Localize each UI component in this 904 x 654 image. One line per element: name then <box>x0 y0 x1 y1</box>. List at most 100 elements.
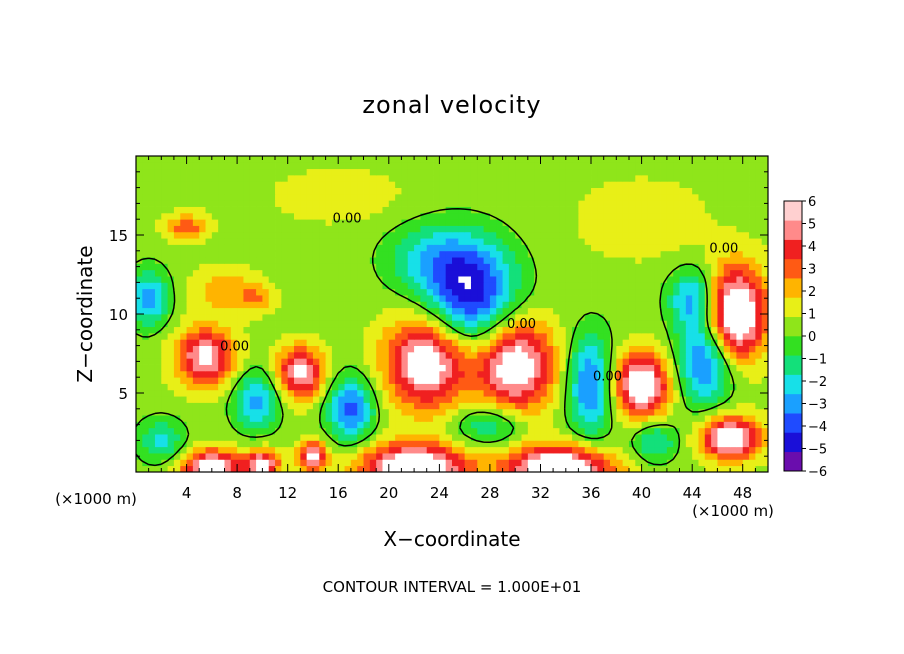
heatmap-cell <box>363 212 371 220</box>
heatmap-cell <box>433 263 440 271</box>
heatmap-cell <box>243 295 251 302</box>
heatmap-cell <box>344 314 352 321</box>
heatmap-cell <box>350 453 358 460</box>
heatmap-cell <box>395 459 402 467</box>
heatmap-cell <box>508 231 516 239</box>
heatmap-cell <box>388 370 396 378</box>
heatmap-cell <box>704 421 712 429</box>
heatmap-cell <box>610 187 617 195</box>
heatmap-cell <box>660 370 668 378</box>
heatmap-cell <box>300 364 308 372</box>
heatmap-cell <box>363 168 371 176</box>
heatmap-cell <box>730 295 737 302</box>
heatmap-cell <box>502 231 510 239</box>
heatmap-cell <box>458 326 466 334</box>
heatmap-cell <box>483 351 491 359</box>
heatmap-cell <box>319 219 326 226</box>
heatmap-cell <box>540 383 548 391</box>
heatmap-cell <box>483 320 491 328</box>
heatmap-cell <box>483 288 491 296</box>
heatmap-cell <box>180 238 187 245</box>
heatmap-cell <box>306 351 314 359</box>
heatmap-cell <box>388 364 396 372</box>
heatmap-cell <box>635 421 642 429</box>
heatmap-cell <box>439 307 447 315</box>
heatmap-cell <box>243 250 251 258</box>
heatmap-cell <box>736 181 744 188</box>
heatmap-cell <box>534 187 541 195</box>
heatmap-cell <box>331 288 339 296</box>
heatmap-cell <box>515 440 522 448</box>
heatmap-cell <box>401 396 409 403</box>
heatmap-cell <box>704 162 712 170</box>
heatmap-cell <box>268 263 276 271</box>
heatmap-cell <box>350 434 358 441</box>
heatmap-cell <box>698 339 706 346</box>
heatmap-cell <box>591 193 598 201</box>
heatmap-cell <box>395 358 402 365</box>
heatmap-cell <box>628 295 636 302</box>
heatmap-cell <box>654 225 661 233</box>
heatmap-cell <box>527 427 535 435</box>
heatmap-cell <box>610 238 617 245</box>
heatmap-cell <box>281 370 289 378</box>
heatmap-cell <box>319 156 326 163</box>
heatmap-cell <box>237 320 244 328</box>
heatmap-cell <box>306 427 314 435</box>
heatmap-cell <box>154 231 162 239</box>
heatmap-cell <box>230 326 238 334</box>
heatmap-cell <box>218 408 225 416</box>
heatmap-cell <box>281 389 289 397</box>
heatmap-cell <box>546 402 554 410</box>
heatmap-cell <box>647 351 655 359</box>
heatmap-cell <box>628 225 636 233</box>
heatmap-cell <box>344 295 352 302</box>
heatmap-cell <box>230 301 238 309</box>
heatmap-cell <box>445 295 453 302</box>
heatmap-cell <box>173 162 181 170</box>
heatmap-cell <box>470 320 478 328</box>
heatmap-cell <box>749 389 756 397</box>
heatmap-cell <box>230 295 238 302</box>
heatmap-cell <box>508 212 516 220</box>
heatmap-cell <box>363 345 371 353</box>
heatmap-cell <box>376 339 383 346</box>
heatmap-cell <box>136 307 143 315</box>
heatmap-cell <box>553 307 560 315</box>
heatmap-cell <box>527 314 535 321</box>
heatmap-cell <box>199 434 206 441</box>
heatmap-cell <box>325 181 333 188</box>
heatmap-cell <box>262 231 270 239</box>
heatmap-cell <box>199 250 206 258</box>
heatmap-cell <box>338 358 345 365</box>
heatmap-cell <box>483 301 491 309</box>
heatmap-cell <box>673 257 680 264</box>
heatmap-cell <box>496 332 503 340</box>
heatmap-cell <box>401 225 409 233</box>
heatmap-cell <box>692 200 699 207</box>
heatmap-cell <box>470 314 478 321</box>
heatmap-cell <box>704 231 712 239</box>
heatmap-cell <box>180 257 187 264</box>
heatmap-cell <box>205 156 213 163</box>
heatmap-cell <box>420 301 428 309</box>
heatmap-cell <box>559 187 567 195</box>
heatmap-cell <box>357 212 364 220</box>
heatmap-cell <box>325 370 333 378</box>
heatmap-cell <box>730 219 737 226</box>
heatmap-cell <box>186 244 194 252</box>
heatmap-cell <box>711 238 718 245</box>
heatmap-cell <box>192 212 200 220</box>
heatmap-cell <box>470 459 478 467</box>
heatmap-cell <box>167 434 175 441</box>
heatmap-cell <box>154 238 162 245</box>
heatmap-cell <box>489 257 497 264</box>
heatmap-cell <box>205 187 213 195</box>
heatmap-cell <box>148 440 156 448</box>
heatmap-cell <box>452 421 459 429</box>
heatmap-cell <box>243 269 251 277</box>
heatmap-cell <box>148 206 156 214</box>
heatmap-cell <box>483 440 491 448</box>
heatmap-cell <box>723 389 731 397</box>
heatmap-cell <box>205 193 213 201</box>
